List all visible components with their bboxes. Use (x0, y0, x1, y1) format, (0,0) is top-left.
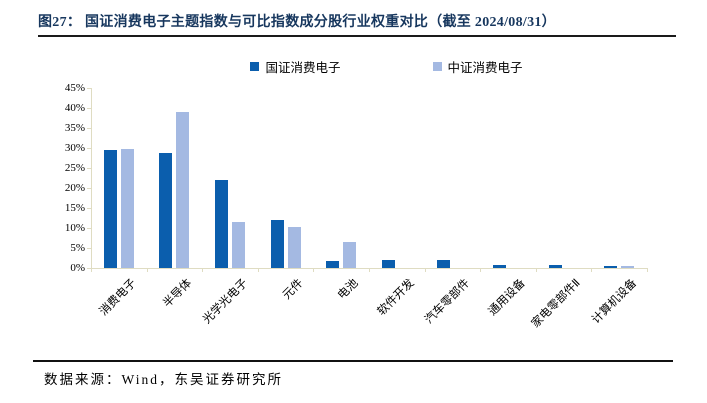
bar-国证消费电子-电池 (326, 261, 340, 268)
x-axis-label: 电池 (336, 277, 361, 302)
chart-legend: 国证消费电子 中证消费电子 (33, 57, 707, 76)
bar-国证消费电子-光学光电子 (215, 180, 228, 268)
bar-中证消费电子-计算机设备 (621, 266, 635, 268)
y-axis-label: 0% (70, 262, 85, 274)
bar-国证消费电子-计算机设备 (604, 266, 618, 268)
bar-中证消费电子-半导体 (176, 112, 190, 268)
legend-swatch-series1-icon (250, 62, 260, 71)
y-axis-label: 10% (64, 222, 85, 234)
x-axis-tick (480, 268, 482, 272)
x-axis-label: 半导体 (161, 277, 195, 311)
x-axis-tick (424, 268, 426, 272)
bar-中证消费电子-光学光电子 (232, 222, 245, 268)
figure-title: 图27： 国证消费电子主题指数与可比指数成分股行业权重对比（截至 2024/08… (38, 15, 556, 30)
x-axis-label: 消费电子 (97, 277, 139, 319)
x-axis-label: 汽车零部件 (422, 277, 473, 327)
x-axis-tick (369, 268, 370, 272)
y-axis-tick (87, 228, 91, 229)
x-axis-label: 计算机设备 (589, 277, 639, 327)
y-axis-label: 40% (64, 102, 85, 114)
bar-国证消费电子-元件 (270, 220, 284, 268)
y-axis-tick (87, 268, 91, 269)
y-axis-tick (87, 108, 91, 109)
x-axis-line (87, 268, 647, 269)
bar-中证消费电子-电池 (343, 242, 357, 268)
x-axis-label: 元件 (280, 277, 306, 302)
x-axis-tick (202, 268, 204, 272)
y-axis-label: 25% (64, 162, 85, 174)
x-axis-tick (91, 268, 92, 272)
y-axis-tick (87, 208, 91, 209)
legend-item-series2: 中证消费电子 (432, 57, 523, 76)
bar-国证消费电子-通用设备 (493, 265, 506, 268)
bar-国证消费电子-汽车零部件 (437, 260, 451, 268)
y-axis-label: 5% (70, 242, 85, 254)
y-axis-label: 35% (64, 122, 85, 134)
legend-swatch-series2-icon (432, 62, 442, 71)
data-source: 数据来源：Wind，东吴证券研究所 (44, 372, 283, 387)
y-axis-tick (87, 188, 91, 189)
legend-label-series1: 国证消费电子 (265, 61, 341, 75)
x-axis-label: 通用设备 (486, 277, 528, 319)
legend-label-series2: 中证消费电子 (447, 61, 523, 75)
y-axis-label: 30% (64, 142, 85, 154)
x-axis-tick (535, 268, 537, 272)
x-axis-label: 软件开发 (375, 277, 417, 319)
bar-国证消费电子-半导体 (159, 153, 173, 268)
y-axis-tick (87, 128, 91, 129)
y-axis-label: 20% (64, 182, 85, 194)
y-axis-tick (87, 88, 91, 89)
x-axis-tick (591, 268, 593, 272)
y-axis-line (91, 88, 92, 269)
y-axis-label: 45% (64, 82, 85, 94)
x-axis-tick (647, 268, 648, 272)
bar-国证消费电子-家电零部件Ⅱ (548, 265, 562, 268)
bar-国证消费电子-消费电子 (103, 150, 117, 268)
y-axis-tick (87, 248, 91, 249)
y-axis-label: 15% (64, 202, 85, 214)
x-axis-label: 家电零部件Ⅱ (530, 277, 584, 331)
bar-中证消费电子-消费电子 (120, 149, 134, 268)
legend-item-series1: 国证消费电子 (250, 57, 341, 76)
x-axis-tick (257, 268, 259, 272)
bar-中证消费电子-元件 (287, 227, 301, 268)
x-axis-label: 光学光电子 (200, 277, 250, 327)
y-axis-tick (87, 148, 91, 149)
x-axis-tick (146, 268, 148, 272)
footer-rule (33, 360, 673, 362)
title-rule (38, 35, 676, 37)
x-axis-tick (313, 268, 315, 272)
y-axis-tick (87, 168, 91, 169)
bar-国证消费电子-软件开发 (381, 260, 395, 268)
